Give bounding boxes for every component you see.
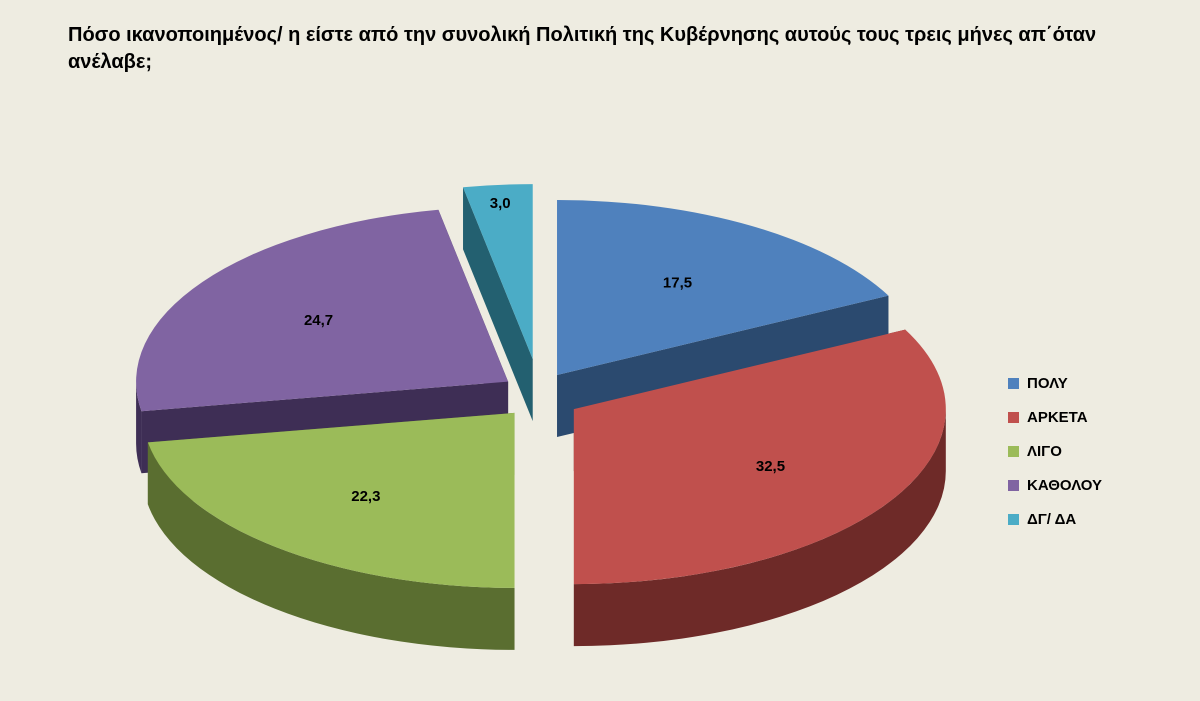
legend-item-5: ΔΓ/ ΔΑ [1008,502,1102,536]
data-label-2: 32,5 [756,458,785,475]
data-label-1: 17,5 [663,275,692,292]
data-label-5: 3,0 [490,195,511,212]
slice-wall-5-1 [463,187,533,422]
legend-item-2: ΑΡΚΕΤΑ [1008,400,1102,434]
legend: ΠΟΛΥ ΑΡΚΕΤΑ ΛΙΓΟ ΚΑΘΟΛΟΥ ΔΓ/ ΔΑ [1008,366,1102,536]
pie-slices [136,184,946,588]
pie-slice-3 [147,412,515,588]
legend-label: ΚΑΘΟΛΟΥ [1027,476,1103,494]
pie-slice-2 [573,329,946,585]
legend-label: ΛΙΓΟ [1027,442,1062,460]
legend-item-3: ΛΙΓΟ [1008,434,1102,468]
pie-slice-4 [136,209,509,412]
legend-label: ΠΟΛΥ [1027,374,1068,392]
legend-swatch [1008,479,1019,491]
data-label-4: 24,7 [304,312,333,329]
slice-side-2 [573,409,946,647]
pie-slice-1 [557,200,889,376]
legend-item-4: ΚΑΘΟΛΟΥ [1008,468,1102,502]
chart-title: Πόσο ικανοποιημένος/ η είστε από την συν… [68,24,1097,73]
pie-slice-5 [463,184,533,360]
legend-label: ΑΡΚΕΤΑ [1027,408,1088,426]
slice-side-4 [136,381,142,474]
legend-label: ΔΓ/ ΔΑ [1027,510,1077,528]
legend-swatch [1008,513,1019,525]
legend-swatch [1008,411,1019,423]
legend-swatch [1008,377,1019,389]
data-label-3: 22,3 [351,488,380,505]
data-labels: 17,5 32,5 22,3 24,7 3,0 [304,195,785,505]
slice-side-3 [147,442,515,650]
legend-swatch [1008,445,1019,457]
legend-item-1: ΠΟΛΥ [1008,366,1102,400]
